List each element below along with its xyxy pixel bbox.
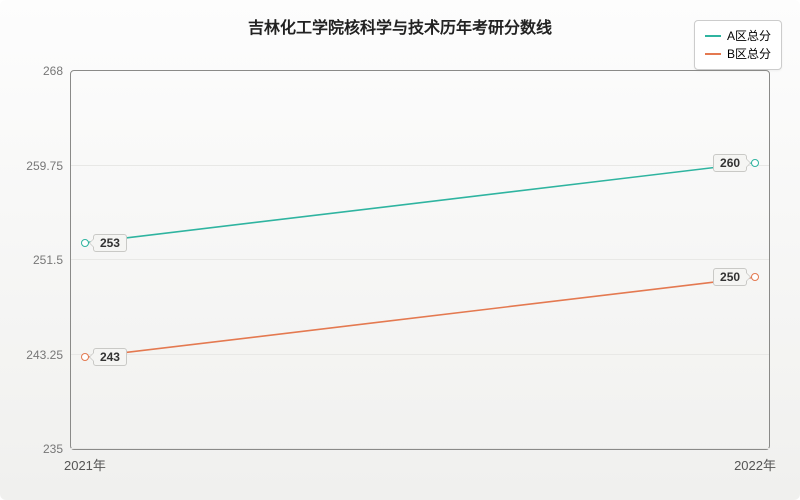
line-series-b bbox=[85, 277, 755, 357]
data-marker bbox=[751, 273, 759, 281]
y-tick-4: 268 bbox=[43, 64, 71, 78]
legend-label-b: B区总分 bbox=[727, 45, 771, 63]
legend-swatch-a bbox=[705, 35, 721, 37]
legend-item-b: B区总分 bbox=[705, 45, 771, 63]
data-label: 250 bbox=[713, 268, 747, 286]
chart-container: 吉林化工学院核科学与技术历年考研分数线 A区总分 B区总分 235 243.25… bbox=[0, 0, 800, 500]
legend-swatch-b bbox=[705, 53, 721, 55]
data-label: 260 bbox=[713, 154, 747, 172]
data-label: 253 bbox=[93, 234, 127, 252]
x-tick-0: 2021年 bbox=[64, 449, 106, 474]
data-marker bbox=[751, 159, 759, 167]
data-marker bbox=[81, 239, 89, 247]
legend: A区总分 B区总分 bbox=[694, 20, 782, 70]
y-tick-3: 259.75 bbox=[26, 159, 71, 173]
x-tick-1: 2022年 bbox=[734, 449, 776, 474]
chart-svg bbox=[71, 71, 769, 449]
line-series-a bbox=[85, 163, 755, 243]
data-label: 243 bbox=[93, 348, 127, 366]
y-tick-2: 251.5 bbox=[33, 253, 71, 267]
legend-label-a: A区总分 bbox=[727, 27, 771, 45]
data-marker bbox=[81, 353, 89, 361]
chart-title: 吉林化工学院核科学与技术历年考研分数线 bbox=[248, 14, 552, 38]
plot-area: 235 243.25 251.5 259.75 268 2021年 2022年 … bbox=[70, 70, 770, 450]
y-tick-1: 243.25 bbox=[26, 348, 71, 362]
legend-item-a: A区总分 bbox=[705, 27, 771, 45]
